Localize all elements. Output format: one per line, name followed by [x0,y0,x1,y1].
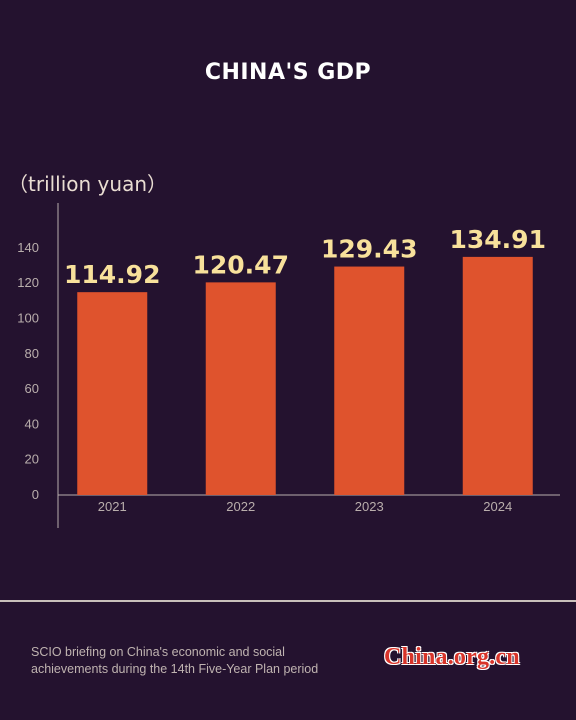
value-labels: 114.92 120.47 129.43 134.91 [64,225,546,289]
unit-label: （trillion yuan） [8,172,168,196]
y-tick-label-80: 80 [25,346,39,361]
x-tick-label-2022: 2022 [226,499,255,514]
footer-divider [0,600,576,602]
bar-2021 [77,292,148,495]
x-tick-labels: 2021 2022 2023 2024 [98,499,512,514]
value-label-2024: 134.91 [450,225,546,254]
y-tick-label-0: 0 [32,487,39,502]
value-label-2023: 129.43 [321,235,417,264]
y-tick-labels: 0 20 40 60 80 100 120 140 [17,240,39,502]
y-tick-label-140: 140 [17,240,39,255]
y-tick-label-20: 20 [25,452,39,467]
footer-line-2: achievements during the 14th Five-Year P… [31,662,319,676]
bar-2023 [334,266,405,495]
y-tick-label-40: 40 [25,416,39,431]
value-label-2022: 120.47 [193,250,289,279]
bars [77,256,533,495]
footer-line-1: SCIO briefing on China's economic and so… [31,645,285,659]
bar-2022 [205,282,276,495]
y-tick-label-60: 60 [25,381,39,396]
y-tick-label-120: 120 [17,275,39,290]
x-tick-label-2023: 2023 [355,499,384,514]
footer-caption: SCIO briefing on China's economic and so… [31,644,361,678]
chart-title: CHINA'S GDP [204,60,372,85]
x-tick-label-2024: 2024 [483,499,512,514]
x-tick-label-2021: 2021 [98,499,127,514]
bar-2024 [462,256,533,495]
gdp-bar-chart: 0 20 40 60 80 100 120 140 114.92 120.47 129.43 134… [17,203,560,528]
china-org-logo: China.org.cn [384,644,520,670]
value-label-2021: 114.92 [64,260,160,289]
y-tick-label-100: 100 [17,311,39,326]
